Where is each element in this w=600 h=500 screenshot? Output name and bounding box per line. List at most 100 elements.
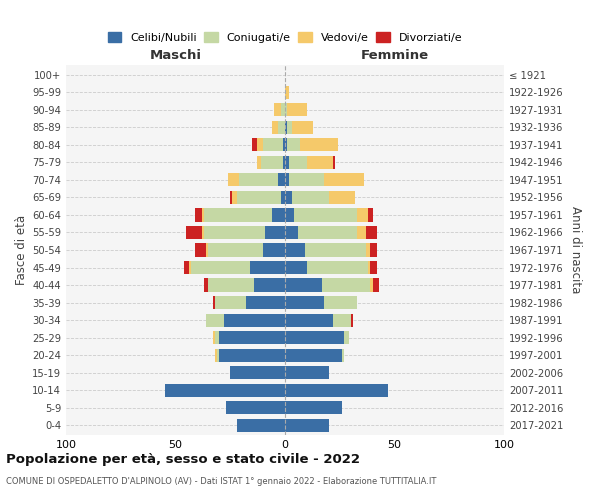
Bar xyxy=(195,244,206,256)
Bar xyxy=(202,226,204,239)
Bar xyxy=(285,120,287,134)
Bar xyxy=(366,226,377,239)
Bar xyxy=(283,156,285,169)
Bar xyxy=(188,261,191,274)
Bar xyxy=(285,296,325,309)
Bar xyxy=(357,226,366,239)
Bar xyxy=(226,401,285,414)
Bar xyxy=(195,208,202,222)
Bar xyxy=(215,348,217,362)
Bar xyxy=(257,156,261,169)
Bar xyxy=(322,278,370,291)
Bar xyxy=(265,226,285,239)
Bar xyxy=(220,331,285,344)
Bar xyxy=(285,314,333,326)
Bar xyxy=(342,348,344,362)
Bar xyxy=(263,244,285,256)
Bar xyxy=(191,261,250,274)
Text: Maschi: Maschi xyxy=(149,50,202,62)
Bar xyxy=(370,261,377,274)
Bar xyxy=(285,244,305,256)
Bar xyxy=(206,244,208,256)
Bar xyxy=(307,261,368,274)
Bar xyxy=(285,86,289,99)
Bar xyxy=(370,278,373,291)
Bar xyxy=(368,261,370,274)
Bar xyxy=(285,384,388,397)
Bar xyxy=(344,331,349,344)
Bar xyxy=(285,191,292,204)
Bar xyxy=(217,348,220,362)
Bar xyxy=(228,174,239,186)
Bar xyxy=(230,191,232,204)
Bar xyxy=(232,191,237,204)
Text: Popolazione per età, sesso e stato civile - 2022: Popolazione per età, sesso e stato civil… xyxy=(6,452,360,466)
Bar xyxy=(274,103,281,117)
Bar xyxy=(204,208,272,222)
Bar xyxy=(285,261,307,274)
Legend: Celibi/Nubili, Coniugati/e, Vedovi/e, Divorziati/e: Celibi/Nubili, Coniugati/e, Vedovi/e, Di… xyxy=(103,28,467,48)
Bar xyxy=(350,314,353,326)
Bar xyxy=(208,244,263,256)
Bar xyxy=(245,296,285,309)
Bar xyxy=(237,419,285,432)
Bar xyxy=(263,138,283,151)
Bar xyxy=(285,331,344,344)
Bar xyxy=(184,261,188,274)
Bar xyxy=(325,174,364,186)
Bar xyxy=(204,226,265,239)
Bar xyxy=(285,103,287,117)
Bar xyxy=(213,296,215,309)
Bar xyxy=(278,120,285,134)
Bar xyxy=(281,191,285,204)
Bar xyxy=(220,348,285,362)
Bar xyxy=(164,384,285,397)
Bar xyxy=(215,296,245,309)
Bar xyxy=(292,191,329,204)
Bar xyxy=(301,138,338,151)
Bar xyxy=(370,244,377,256)
Bar xyxy=(373,278,379,291)
Bar xyxy=(285,419,329,432)
Bar xyxy=(368,208,373,222)
Bar xyxy=(294,208,357,222)
Bar xyxy=(250,261,285,274)
Bar xyxy=(329,191,355,204)
Bar xyxy=(281,103,285,117)
Bar xyxy=(261,156,283,169)
Bar xyxy=(285,208,294,222)
Bar xyxy=(333,314,350,326)
Bar xyxy=(224,314,285,326)
Bar xyxy=(202,208,204,222)
Bar xyxy=(283,138,285,151)
Bar xyxy=(285,226,298,239)
Bar xyxy=(204,278,208,291)
Bar xyxy=(215,331,220,344)
Bar xyxy=(285,278,322,291)
Bar xyxy=(287,103,307,117)
Bar xyxy=(287,120,292,134)
Bar xyxy=(285,401,342,414)
Bar xyxy=(333,156,335,169)
Y-axis label: Fasce di età: Fasce di età xyxy=(15,215,28,285)
Bar xyxy=(287,138,301,151)
Bar xyxy=(305,244,366,256)
Bar xyxy=(289,174,325,186)
Bar xyxy=(206,314,224,326)
Bar xyxy=(289,156,307,169)
Bar xyxy=(285,156,289,169)
Bar xyxy=(213,331,215,344)
Bar xyxy=(237,191,281,204)
Bar xyxy=(208,278,254,291)
Bar xyxy=(252,138,257,151)
Bar xyxy=(357,208,368,222)
Bar xyxy=(285,138,287,151)
Bar xyxy=(272,120,278,134)
Bar xyxy=(278,174,285,186)
Bar xyxy=(298,226,357,239)
Bar xyxy=(325,296,357,309)
Text: COMUNE DI OSPEDALETTO D'ALPINOLO (AV) - Dati ISTAT 1° gennaio 2022 - Elaborazion: COMUNE DI OSPEDALETTO D'ALPINOLO (AV) - … xyxy=(6,478,436,486)
Y-axis label: Anni di nascita: Anni di nascita xyxy=(569,206,581,294)
Bar xyxy=(272,208,285,222)
Bar xyxy=(366,244,370,256)
